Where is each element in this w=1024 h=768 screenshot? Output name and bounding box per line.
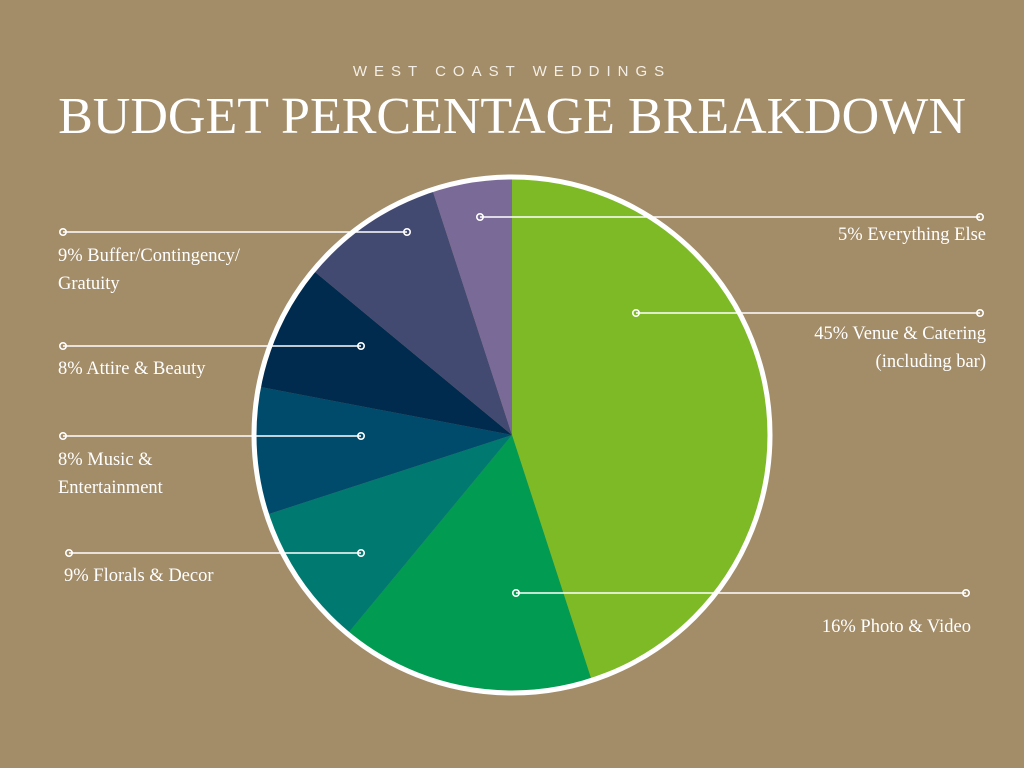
pie-slice-8-music-entertainment: [253, 386, 512, 515]
pie-slice-8-attire-beauty: [258, 270, 512, 435]
pie-slice-9-florals-decor: [266, 435, 512, 634]
slice-label-line: 16% Photo & Video: [821, 617, 971, 637]
slice-label-line: 8% Music &: [58, 450, 153, 470]
pie-outline: [251, 174, 773, 696]
slice-label-8-attire-beauty: 8% Attire & Beauty: [58, 355, 205, 383]
pie-slice-5-everything-else: [432, 177, 512, 435]
slice-label-line: Gratuity: [58, 274, 120, 294]
slice-label-9-buffer-contingency-gratuity: 9% Buffer/Contingency/Gratuity: [58, 242, 240, 298]
slice-label-line: (including bar): [875, 352, 986, 372]
slice-label-line: 5% Everything Else: [838, 225, 986, 245]
page-title: BUDGET PERCENTAGE BREAKDOWN: [58, 88, 966, 145]
leader-line-8-attire-beauty: [58, 341, 365, 350]
leader-line-45-venue-catering-including-bar: [631, 308, 984, 317]
slice-label-line: 9% Florals & Decor: [64, 566, 214, 586]
slice-label-9-florals-decor: 9% Florals & Decor: [64, 562, 214, 590]
slice-label-45-venue-catering-including-bar: 45% Venue & Catering (including bar): [814, 320, 986, 376]
slice-label-line: 45% Venue & Catering: [814, 324, 986, 344]
slice-label-line: Entertainment: [58, 478, 163, 498]
slice-label-8-music-entertainment: 8% Music & Entertainment: [58, 446, 163, 502]
leader-line-16-photo-video: [511, 588, 970, 597]
pie-slice-45-venue-catering-including-bar: [512, 177, 770, 681]
brand-subtitle: WEST COAST WEDDINGS: [352, 63, 672, 80]
leader-line-8-music-entertainment: [58, 431, 365, 440]
pie-slice-9-buffer-contingency-gratuity: [313, 189, 512, 435]
slice-label-line: 8% Attire & Beauty: [58, 359, 206, 379]
slice-label-16-photo-video: 16% Photo & Video: [822, 613, 971, 641]
slice-label-5-everything-else: 5% Everything Else: [838, 221, 986, 249]
leader-line-9-florals-decor: [65, 548, 365, 557]
pie-slice-16-photo-video: [347, 435, 592, 693]
slice-label-line: 9% Buffer/Contingency/: [58, 246, 241, 266]
leader-line-5-everything-else: [475, 213, 984, 222]
leader-line-9-buffer-contingency-gratuity: [58, 228, 411, 237]
